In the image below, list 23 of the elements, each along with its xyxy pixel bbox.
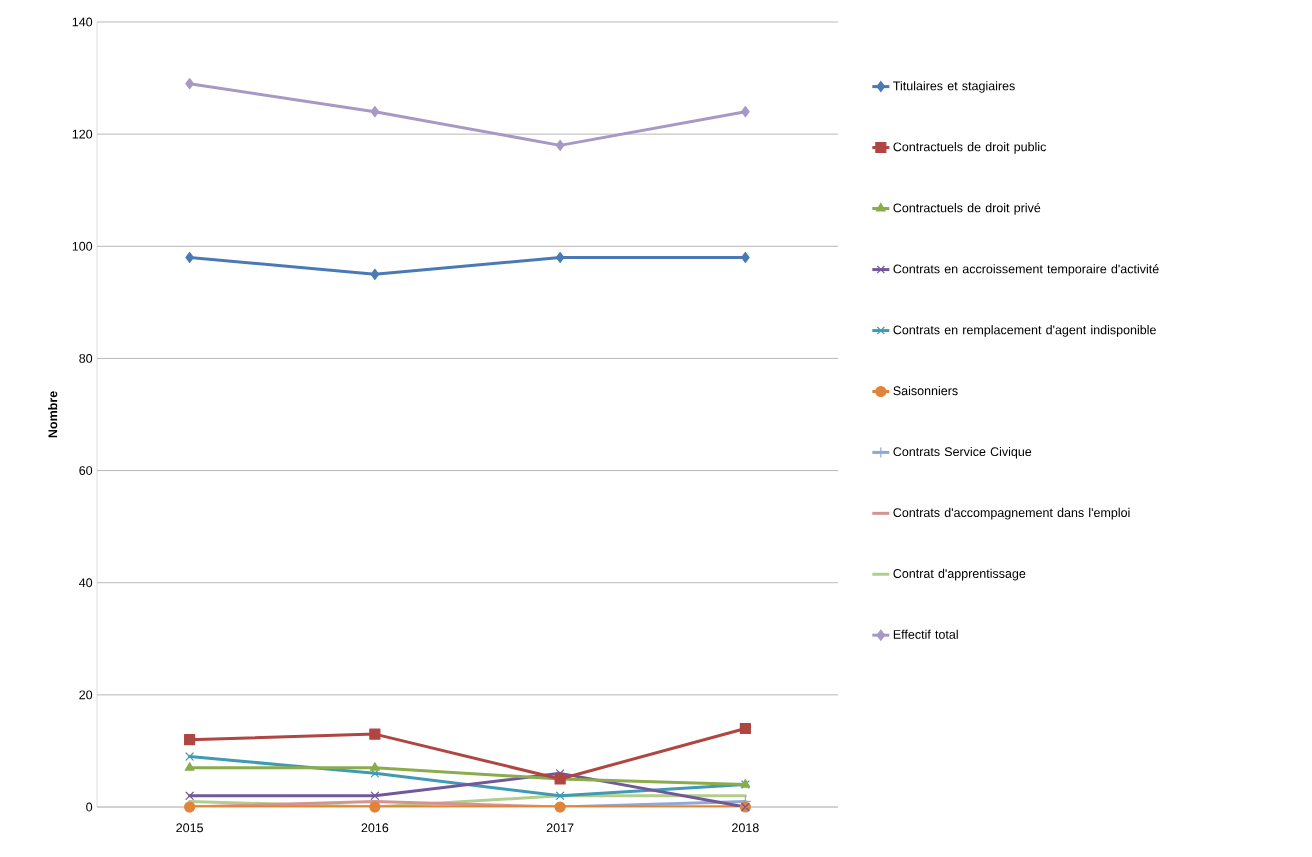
y-axis-title: Nombre xyxy=(48,391,58,438)
legend-label: Contractuels de droit privé xyxy=(893,202,1041,215)
x-tick-label: 2016 xyxy=(361,823,389,833)
legend-label: Contractuels de droit public xyxy=(893,142,1047,154)
legend-label: Contrats Service Civique xyxy=(893,446,1032,459)
legend-label: Contrats d'accompagnement dans l'emploi xyxy=(893,507,1130,520)
legend-label: Titulaires et stagiaires xyxy=(893,81,1015,93)
y-tick-label: 60 xyxy=(79,466,93,475)
x-tick-label: 2017 xyxy=(546,823,574,833)
y-tick-label: 100 xyxy=(72,241,93,251)
y-tick-label: 120 xyxy=(72,129,93,139)
legend-label: Contrat d'apprentissage xyxy=(893,568,1026,581)
x-tick-label: 2015 xyxy=(176,823,203,833)
y-tick-label: 20 xyxy=(79,690,93,700)
y-tick-label: 40 xyxy=(79,578,93,588)
y-tick-label: 0 xyxy=(86,802,93,812)
x-tick-label: 2018 xyxy=(732,823,759,833)
legend-label: Contrats en remplacement d'agent indisponible xyxy=(893,325,1156,337)
y-tick-label: 140 xyxy=(72,17,93,27)
legend-label: Contrats en accroissement temporaire d'activité xyxy=(893,264,1159,276)
legend-label: Effectif total xyxy=(893,629,958,639)
y-tick-label: 80 xyxy=(79,353,93,363)
legend-label: Saisonniers xyxy=(893,386,958,396)
